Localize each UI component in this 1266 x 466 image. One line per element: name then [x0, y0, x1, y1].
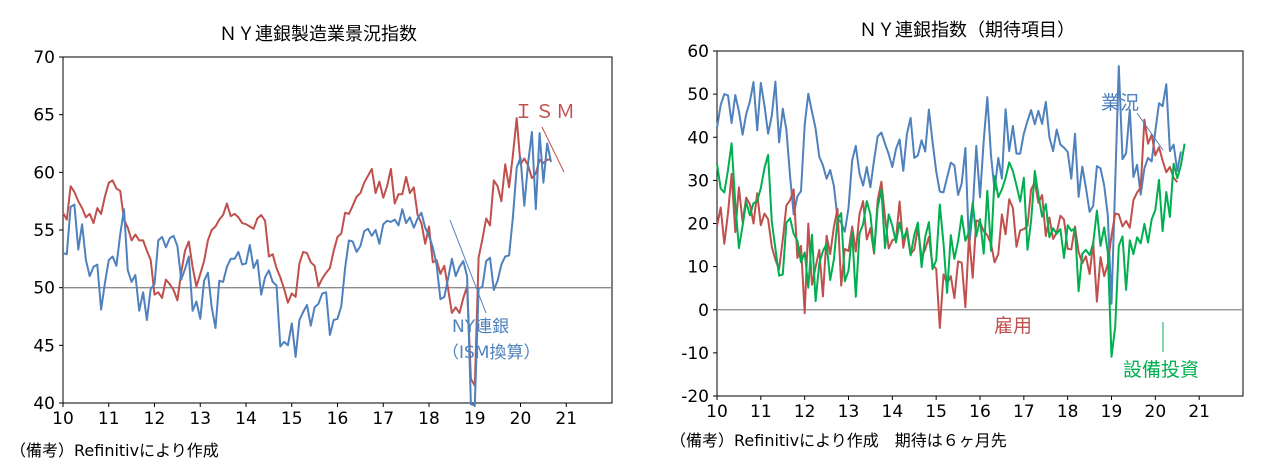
x-tick-label: 16	[969, 402, 991, 422]
y-tick-label: 40	[33, 394, 55, 414]
x-tick-label: 14	[235, 409, 257, 429]
y-tick-label: 65	[33, 106, 55, 126]
chart-note: （備考）Refinitivにより作成 期待は６ヶ月先	[670, 431, 1007, 450]
ism-label: ＩＳＭ	[514, 101, 577, 123]
x-tick-label: 15	[925, 402, 947, 422]
y-tick-label: 70	[33, 48, 55, 68]
y-tick-label: 0	[698, 301, 709, 321]
y-tick-label: -10	[681, 344, 709, 364]
chart-title: ＮＹ連銀製造業景況指数	[219, 24, 417, 45]
x-tick-label: 10	[52, 409, 74, 429]
y-tick-label: -20	[681, 387, 709, 407]
chart-title: ＮＹ連銀指数（期待項目）	[859, 20, 1075, 41]
y-axis: 40 45 50 55 60 65 70	[33, 48, 63, 414]
x-tick-label: 12	[794, 402, 816, 422]
y-tick-label: 40	[687, 128, 709, 148]
y-tick-label: 50	[687, 85, 709, 105]
y-tick-label: 10	[687, 258, 709, 278]
series-line-3	[716, 142, 1186, 358]
employment-label: 雇用	[994, 315, 1032, 337]
x-tick-label: 19	[1101, 402, 1123, 422]
business-leader	[1136, 112, 1164, 151]
x-tick-label: 16	[327, 409, 349, 429]
ny-fed-label-sub: （ISM換算）	[442, 343, 540, 363]
x-tick-label: 11	[98, 409, 120, 429]
x-tick-label: 18	[1057, 402, 1079, 422]
x-tick-label: 21	[555, 409, 577, 429]
series-line-2	[62, 131, 552, 407]
y-tick-label: 60	[687, 42, 709, 62]
x-tick-label: 17	[372, 409, 394, 429]
capex-label: 設備投資	[1123, 359, 1199, 381]
business-label: 業況	[1101, 92, 1139, 114]
y-tick-label: 30	[687, 171, 709, 191]
x-tick-label: 15	[281, 409, 303, 429]
x-tick-label: 12	[144, 409, 166, 429]
x-tick-label: 21	[1188, 402, 1210, 422]
y-tick-label: 20	[687, 215, 709, 235]
y-axis: -20 -10 0 10 20 30 40 50 60	[681, 42, 717, 407]
ny-fed-label: NY連銀	[452, 317, 509, 337]
x-tick-label: 18	[418, 409, 440, 429]
y-tick-label: 50	[33, 279, 55, 299]
x-tick-label: 13	[189, 409, 211, 429]
series-group	[716, 65, 1186, 358]
series-group	[62, 117, 552, 407]
x-axis: 10 11 12 13 14 15 16 17 18 19 20 21	[706, 396, 1210, 422]
ism-leader	[541, 126, 565, 173]
x-tick-label: 19	[464, 409, 486, 429]
x-tick-label: 10	[706, 402, 728, 422]
y-tick-label: 45	[33, 336, 55, 356]
chart-note: （備考）Refinitivにより作成	[10, 441, 219, 460]
x-axis: 10 11 12 13 14 15 16 17 18 19 20 21	[52, 403, 577, 429]
x-tick-label: 20	[510, 409, 532, 429]
ny-fed-leader	[449, 219, 487, 314]
x-tick-label: 17	[1013, 402, 1035, 422]
y-tick-label: 60	[33, 163, 55, 183]
x-tick-label: 14	[882, 402, 904, 422]
x-tick-label: 20	[1145, 402, 1167, 422]
x-tick-label: 13	[838, 402, 860, 422]
x-tick-label: 11	[750, 402, 772, 422]
y-tick-label: 55	[33, 221, 55, 241]
